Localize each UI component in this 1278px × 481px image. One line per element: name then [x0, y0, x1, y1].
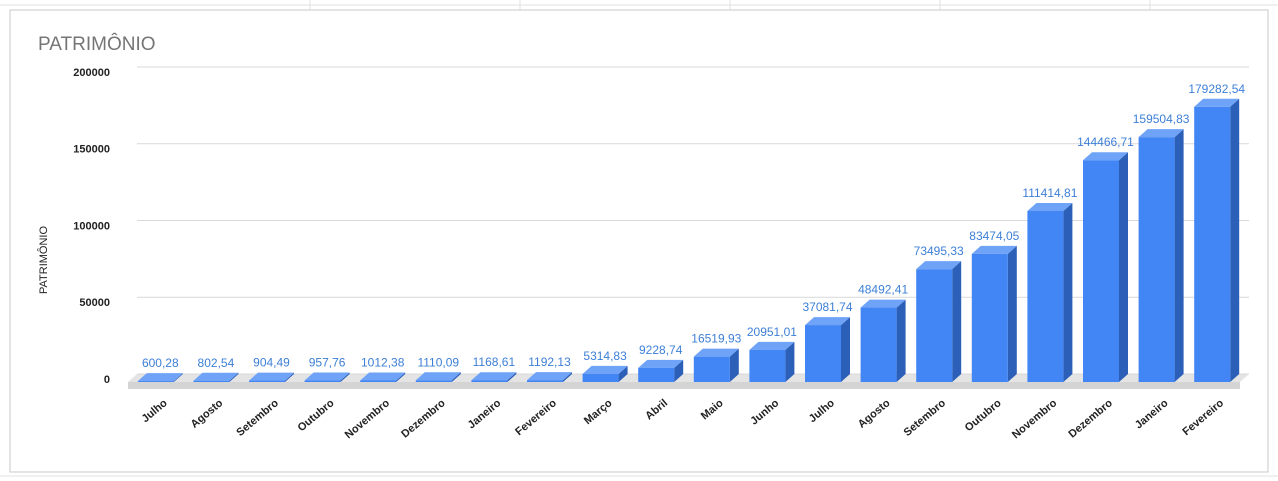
bar [304, 380, 341, 382]
bar [527, 380, 563, 382]
bar [805, 325, 841, 382]
bar-side [340, 372, 350, 382]
data-label: 20951,01 [747, 325, 797, 339]
bar [693, 356, 730, 382]
bar-top [360, 372, 406, 381]
data-label: 5314,83 [583, 349, 627, 363]
bar-top [304, 372, 350, 381]
y-tick-label: 0 [104, 374, 110, 386]
bar [1083, 160, 1119, 382]
bar-side [1119, 152, 1128, 382]
bar-side [1174, 129, 1184, 382]
bar-side [785, 341, 795, 382]
bar-side [618, 365, 628, 382]
bar-side [729, 348, 739, 382]
data-label: 37081,74 [802, 300, 852, 314]
data-label: 1012,38 [361, 355, 405, 369]
y-axis-title: PATRIMÔNIO [37, 226, 50, 294]
bar [916, 269, 953, 382]
bar-top [1138, 129, 1184, 138]
data-label: 802,54 [198, 356, 235, 370]
y-tick-label: 100000 [73, 220, 110, 232]
bar [582, 373, 619, 382]
data-label: 9228,74 [639, 343, 683, 357]
bar-side [285, 372, 294, 382]
y-tick-label: 50000 [79, 297, 110, 309]
bar [193, 380, 230, 382]
bar-top [193, 372, 239, 381]
bar [1194, 106, 1231, 382]
bar-side [451, 372, 461, 382]
bar-top [415, 372, 461, 381]
bar-side [1063, 202, 1073, 382]
bar-top [693, 348, 739, 357]
bar-top [1083, 152, 1128, 161]
data-label: 16519,93 [691, 332, 741, 346]
bar-top [249, 372, 294, 381]
data-label: 73495,33 [914, 244, 964, 258]
bar-top [916, 261, 962, 270]
bar-side [1230, 98, 1240, 382]
data-label: 904,49 [253, 356, 290, 370]
data-label: 179282,54 [1188, 82, 1245, 96]
bar-top [1194, 98, 1240, 107]
data-label: 1110,09 [417, 355, 459, 369]
y-tick-label: 200000 [73, 67, 110, 79]
bar [360, 380, 397, 382]
bar-top [1027, 202, 1073, 211]
bar [415, 380, 452, 382]
bar [1138, 137, 1175, 382]
data-label: 159504,83 [1133, 112, 1190, 126]
bar-side [173, 373, 183, 382]
bar [860, 307, 897, 382]
data-label: 144466,71 [1077, 135, 1134, 149]
bar-top [805, 317, 850, 326]
bar-side [1007, 245, 1017, 382]
bar-top [527, 372, 572, 381]
bar-top [638, 359, 684, 368]
bar-top [471, 372, 517, 381]
y-tick-label: 150000 [73, 144, 110, 156]
bar-side [841, 317, 850, 382]
chart-title: PATRIMÔNIO [38, 33, 156, 55]
bar-top [137, 373, 183, 382]
bar-top [582, 365, 628, 374]
bar-side [507, 372, 517, 382]
bar [638, 367, 675, 382]
bar-side [563, 372, 572, 382]
chart-card [9, 9, 1269, 473]
bar-top [971, 245, 1017, 254]
data-label: 83474,05 [969, 229, 1019, 243]
floor [128, 374, 1249, 382]
data-label: 1192,13 [528, 355, 571, 369]
data-label: 1168,61 [473, 355, 516, 369]
data-label: 111414,81 [1022, 186, 1077, 200]
bar-side [396, 372, 406, 382]
data-label: 600,28 [142, 356, 179, 370]
bar [971, 253, 1008, 382]
data-label: 957,76 [309, 356, 346, 370]
bar [1027, 210, 1064, 382]
bar-side [674, 359, 684, 382]
bar [249, 380, 285, 382]
bar-top [749, 341, 795, 350]
bar [749, 349, 786, 382]
bar [137, 381, 174, 382]
floor-front [128, 382, 1240, 389]
bar [471, 380, 508, 382]
bar-top [860, 299, 906, 308]
bar-side [229, 372, 239, 382]
bar-side [952, 261, 962, 382]
bar-side [896, 299, 906, 382]
data-label: 48492,41 [858, 283, 908, 297]
